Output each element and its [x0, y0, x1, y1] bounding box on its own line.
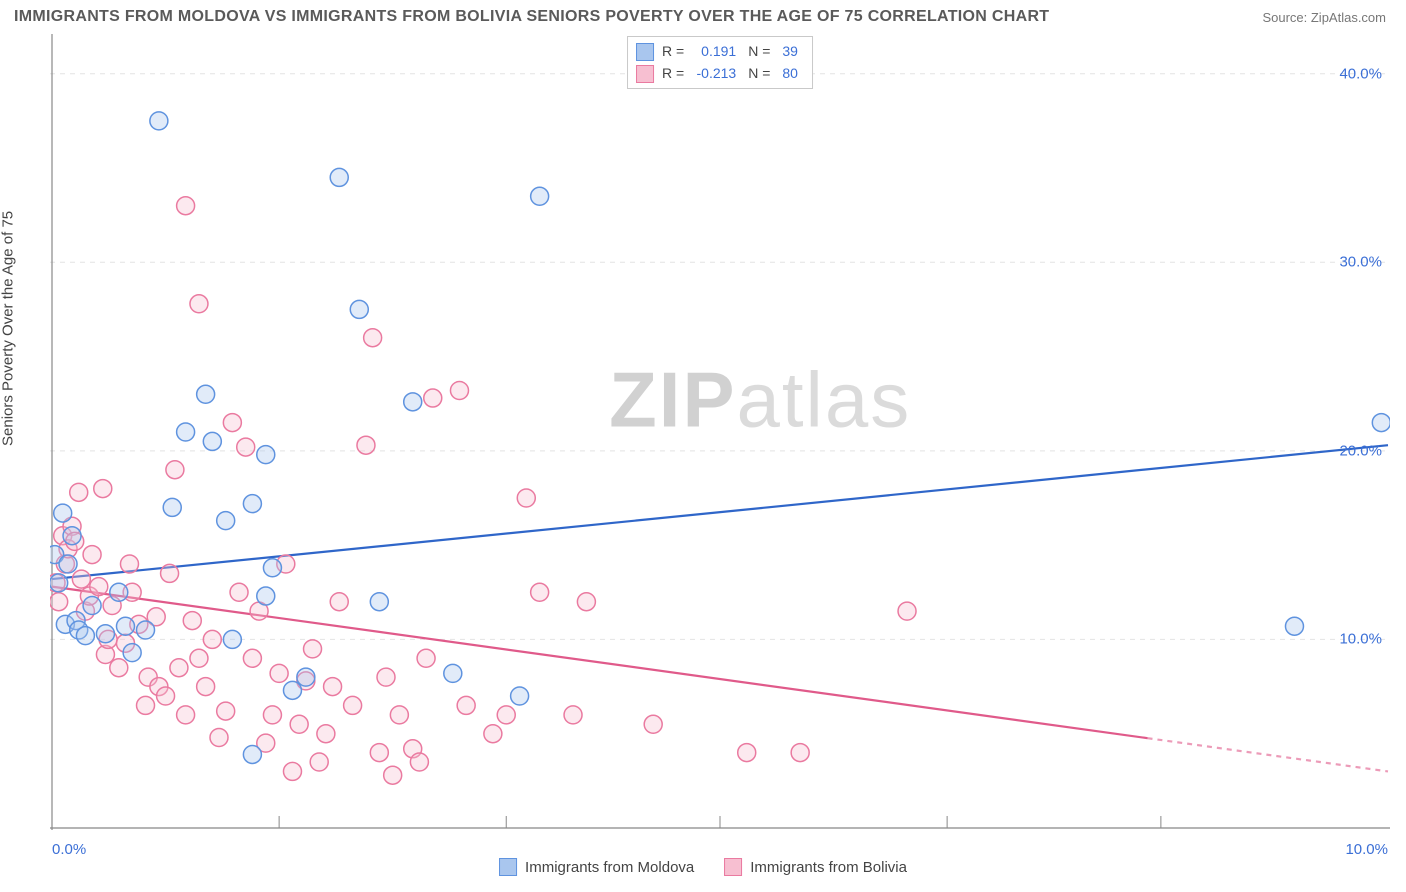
legend-swatch-bolivia: [724, 858, 742, 876]
correlation-legend: R = 0.191 N = 39 R = -0.213 N = 80: [627, 36, 813, 89]
y-tick-label: 30.0%: [1339, 254, 1382, 271]
legend-swatch-moldova: [636, 43, 654, 61]
legend-n-label: N =: [748, 41, 770, 63]
legend-swatch-moldova: [499, 858, 517, 876]
x-tick-label: 0.0%: [52, 841, 86, 858]
source-label: Source:: [1262, 10, 1310, 25]
series-legend: Immigrants from Moldova Immigrants from …: [499, 858, 907, 876]
legend-n-value-moldova: 39: [778, 41, 802, 63]
chart-title: IMMIGRANTS FROM MOLDOVA VS IMMIGRANTS FR…: [14, 8, 1049, 26]
x-tick-label: 10.0%: [1345, 841, 1388, 858]
legend-n-label: N =: [748, 63, 770, 85]
y-tick-label: 20.0%: [1339, 442, 1382, 459]
y-axis-label: Seniors Poverty Over the Age of 75: [0, 211, 17, 446]
legend-row-moldova: R = 0.191 N = 39: [636, 41, 802, 63]
legend-row-bolivia: R = -0.213 N = 80: [636, 63, 802, 85]
plot-area: R = 0.191 N = 39 R = -0.213 N = 80 ZIPat…: [50, 34, 1390, 830]
legend-r-value-moldova: 0.191: [692, 41, 740, 63]
legend-n-value-bolivia: 80: [778, 63, 802, 85]
legend-label-moldova: Immigrants from Moldova: [525, 859, 694, 876]
legend-r-value-bolivia: -0.213: [692, 63, 740, 85]
y-tick-label: 40.0%: [1339, 65, 1382, 82]
correlation-chart: IMMIGRANTS FROM MOLDOVA VS IMMIGRANTS FR…: [0, 0, 1406, 892]
source-link[interactable]: ZipAtlas.com: [1311, 10, 1386, 25]
legend-swatch-bolivia: [636, 65, 654, 83]
legend-r-label: R =: [662, 41, 684, 63]
source-attribution: Source: ZipAtlas.com: [1262, 10, 1386, 25]
legend-label-bolivia: Immigrants from Bolivia: [750, 859, 907, 876]
legend-item-moldova[interactable]: Immigrants from Moldova: [499, 858, 694, 876]
legend-r-label: R =: [662, 63, 684, 85]
scatter-svg: [50, 34, 1390, 830]
y-tick-label: 10.0%: [1339, 631, 1382, 648]
legend-item-bolivia[interactable]: Immigrants from Bolivia: [724, 858, 907, 876]
